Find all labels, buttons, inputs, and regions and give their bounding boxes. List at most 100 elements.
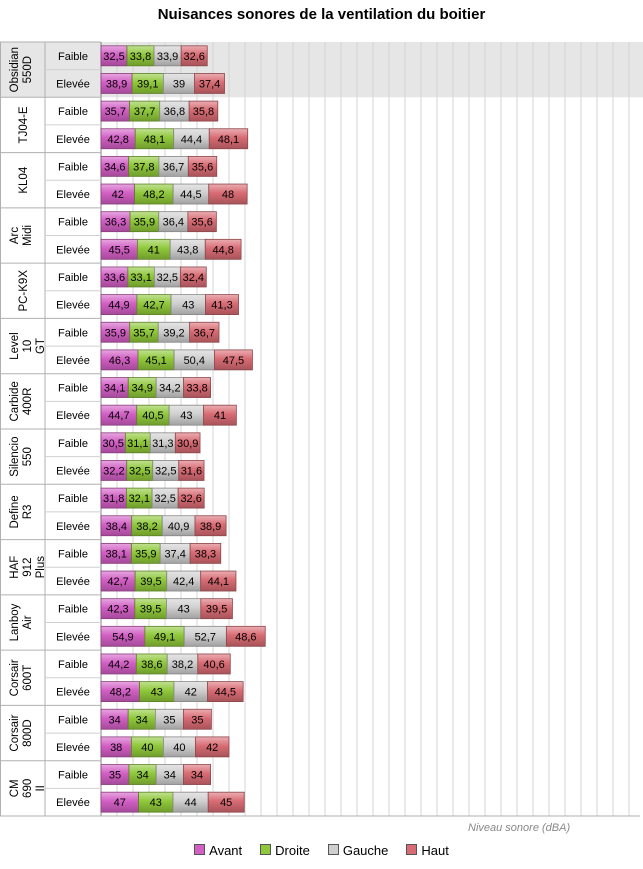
data-label: 38,2 [136, 521, 157, 533]
data-label: 38 [110, 742, 122, 754]
data-label: 31,1 [127, 438, 148, 450]
legend-item: Droite [260, 843, 310, 858]
level-label: Elevée [56, 78, 90, 90]
data-label: 42,4 [173, 576, 194, 588]
data-label: 35,9 [105, 327, 126, 339]
data-label: 33,1 [130, 272, 151, 284]
legend-item: Gauche [327, 843, 389, 858]
data-label: 43 [151, 687, 163, 699]
data-label: 46,3 [109, 355, 130, 367]
level-label: Elevée [56, 797, 90, 809]
level-label: Faible [58, 327, 88, 339]
data-label: 38,1 [106, 548, 127, 560]
group-label: Obsidian550D [9, 47, 34, 92]
data-label: 44 [184, 797, 196, 809]
data-label: 49,1 [154, 631, 175, 643]
level-label: Elevée [56, 300, 90, 312]
bar-segment [187, 211, 217, 233]
bar-segment [189, 542, 222, 564]
bar-segment [182, 708, 212, 730]
legend-item: Haut [406, 843, 449, 858]
bar-segment [214, 349, 253, 371]
bar-segment [189, 321, 220, 343]
data-label: 34 [164, 770, 176, 782]
data-label: 37,7 [134, 106, 155, 118]
data-label: 44,5 [215, 687, 236, 699]
data-label: 31,3 [152, 438, 173, 450]
data-label: 39,5 [140, 604, 161, 616]
bar-segment [180, 45, 208, 67]
level-label: Faible [58, 217, 88, 229]
level-label: Elevée [56, 355, 90, 367]
level-label: Faible [58, 770, 88, 782]
data-label: 39,5 [140, 576, 161, 588]
data-label: 42,3 [107, 604, 128, 616]
data-label: 33,8 [130, 51, 151, 63]
level-label: Elevée [56, 244, 90, 256]
data-label: 32,2 [103, 465, 124, 477]
data-label: 34,2 [159, 383, 180, 395]
data-label: 38,6 [141, 659, 162, 671]
group-label: DefineR3 [9, 495, 34, 528]
level-label: Elevée [56, 576, 90, 588]
group-label: CM690II [9, 779, 47, 798]
bar-segment [182, 764, 211, 785]
data-label: 36,7 [194, 327, 215, 339]
bar-segment [207, 791, 245, 813]
bar-segment [177, 487, 205, 509]
data-label: 42,8 [107, 134, 128, 146]
data-label: 36,3 [105, 217, 126, 229]
data-label: 45 [220, 797, 232, 809]
data-label: 31,8 [103, 493, 124, 505]
data-label: 45,5 [108, 244, 129, 256]
data-label: 43 [182, 300, 194, 312]
data-label: 48 [222, 189, 234, 201]
bar-segment [183, 377, 211, 398]
data-label: 48,1 [144, 134, 165, 146]
group-label: ArcMidi [9, 225, 34, 246]
bar-segment [194, 515, 227, 537]
bar-segment [203, 404, 237, 426]
data-label: 41,3 [211, 300, 232, 312]
data-label: 35,7 [133, 327, 154, 339]
data-label: 38,3 [195, 548, 216, 560]
legend-label: Droite [275, 843, 310, 858]
bar-segment [188, 100, 219, 122]
level-label: Elevée [56, 742, 90, 754]
level-label: Faible [58, 714, 88, 726]
data-label: 32,5 [157, 272, 178, 284]
data-label: 44,1 [208, 576, 229, 588]
data-label: 32,5 [103, 51, 124, 63]
data-label: 32,6 [183, 51, 204, 63]
data-label: 42,7 [107, 576, 128, 588]
data-label: 30,5 [102, 438, 123, 450]
data-label: 52,7 [195, 631, 216, 643]
bar-segment [187, 155, 218, 177]
data-label: 34,1 [104, 383, 125, 395]
data-label: 42 [112, 189, 124, 201]
data-label: 50,4 [184, 355, 205, 367]
level-label: Elevée [56, 687, 90, 699]
legend-label: Gauche [342, 843, 389, 858]
data-label: 40,6 [203, 659, 224, 671]
level-label: Faible [58, 161, 88, 173]
data-label: 35 [163, 714, 175, 726]
level-label: Faible [58, 438, 88, 450]
data-label: 48,2 [110, 687, 131, 699]
bar-segment [197, 653, 231, 675]
data-label: 38,9 [106, 78, 127, 90]
data-label: 32,5 [155, 465, 176, 477]
data-label: 44,2 [108, 659, 129, 671]
bar-segment [225, 625, 266, 647]
data-label: 35 [191, 714, 203, 726]
level-label: Faible [58, 548, 88, 560]
legend: Avant Droite Gauche Haut [0, 843, 643, 858]
data-label: 43 [180, 410, 192, 422]
data-label: 43 [150, 797, 162, 809]
data-label: 34 [136, 770, 148, 782]
group-label: Corsair600T [9, 659, 34, 696]
data-label: 35,7 [105, 106, 126, 118]
data-label: 47 [114, 797, 126, 809]
data-label: 33,8 [186, 383, 207, 395]
